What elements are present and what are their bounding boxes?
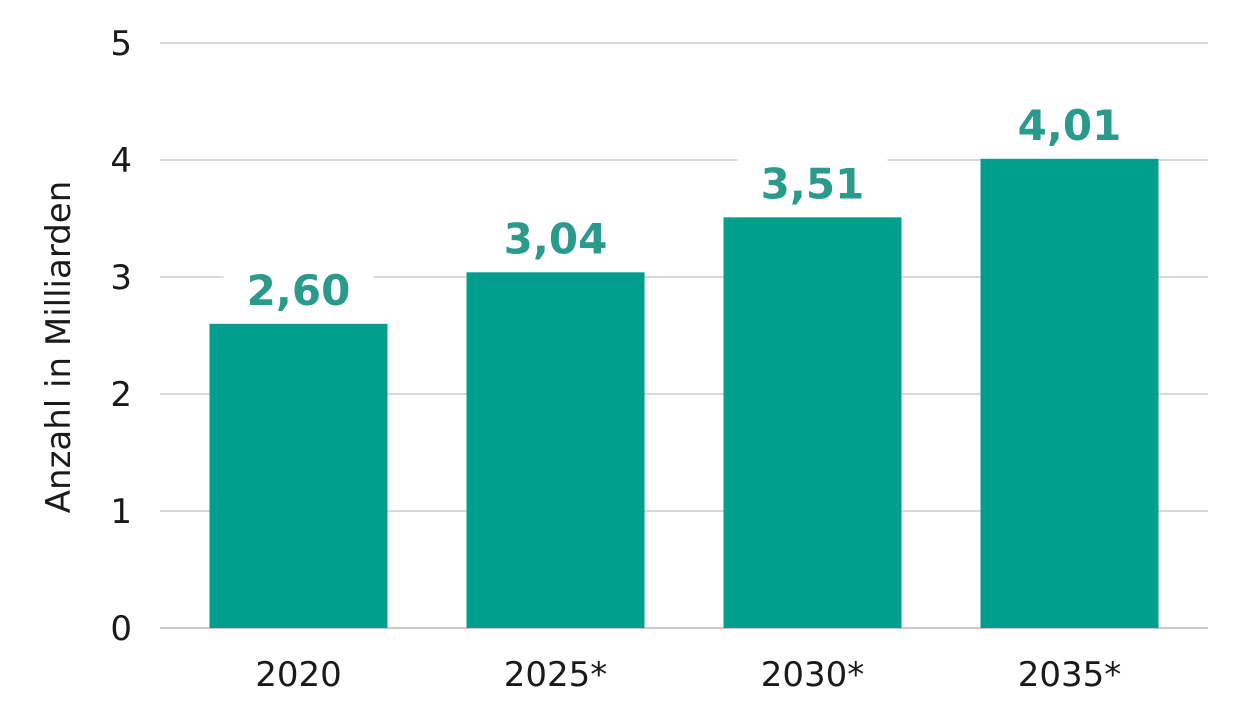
data-label-background xyxy=(480,204,631,265)
data-label-background xyxy=(737,149,888,210)
data-label: 3,04 xyxy=(504,214,608,263)
bar-2030 xyxy=(723,217,902,628)
x-tick-label: 2030* xyxy=(761,655,865,695)
y-tick-label: 5 xyxy=(110,24,132,64)
y-tick-label: 0 xyxy=(110,609,132,649)
data-label: 2,60 xyxy=(247,266,351,315)
y-tick-label: 4 xyxy=(110,141,132,181)
x-tick-label: 2025* xyxy=(504,655,608,695)
x-tick-label: 2035* xyxy=(1018,655,1122,695)
data-label-background xyxy=(994,90,1145,151)
y-tick-label: 1 xyxy=(110,492,132,532)
bar-2020 xyxy=(209,323,388,628)
y-tick-label: 2 xyxy=(110,375,132,415)
data-label-background xyxy=(223,255,374,316)
bars xyxy=(209,158,1159,628)
x-axis-ticks: 2020 2025* 2030* 2035* xyxy=(255,655,1121,695)
bar-2025 xyxy=(466,272,645,628)
y-tick-label: 3 xyxy=(110,258,132,298)
data-labels: 2,60 3,04 3,51 4,01 xyxy=(223,90,1145,316)
y-axis-ticks: 0 1 2 3 4 5 xyxy=(110,24,132,649)
bar-2035 xyxy=(980,158,1159,628)
data-label: 4,01 xyxy=(1018,101,1122,150)
y-axis-title: Anzahl in Milliarden xyxy=(39,181,79,513)
data-label: 3,51 xyxy=(761,159,865,208)
x-tick-label: 2020 xyxy=(255,655,342,695)
